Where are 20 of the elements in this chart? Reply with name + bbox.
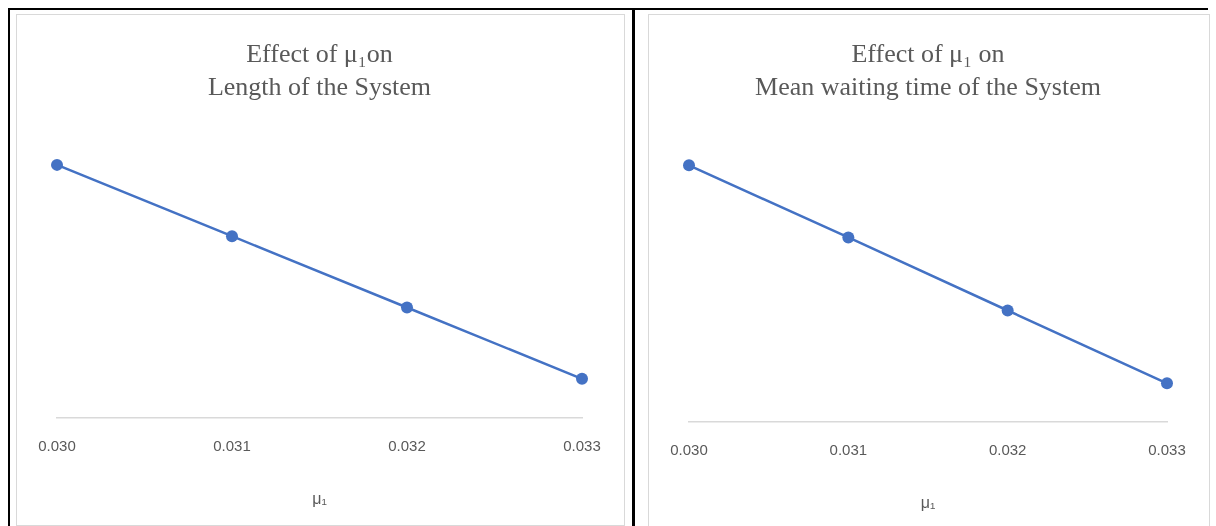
x-tick-label: 0.031 [829, 440, 868, 458]
point [226, 230, 238, 243]
chart-title: Effect of μ₁on Length of the System [207, 39, 432, 101]
x-tick-label: 0.030 [38, 436, 76, 454]
point [51, 158, 63, 171]
point [576, 372, 588, 385]
x-tick-label: 0.033 [1148, 440, 1186, 458]
chart-title: Effect of μ₁ on Mean waiting time of the System [755, 39, 1101, 101]
point [401, 301, 413, 314]
point [1001, 304, 1014, 317]
point [842, 231, 855, 244]
x-tick-label: 0.033 [563, 436, 601, 454]
x-tick-label: 0.032 [388, 436, 426, 454]
point [1161, 377, 1173, 390]
x-tick-label: 0.032 [988, 440, 1027, 458]
point [683, 159, 695, 172]
x-axis-title: μ₁ [920, 493, 936, 511]
x-axis-title: μ₁ [312, 489, 327, 507]
x-tick-label: 0.030 [670, 440, 708, 458]
x-tick-label: 0.031 [213, 436, 251, 454]
